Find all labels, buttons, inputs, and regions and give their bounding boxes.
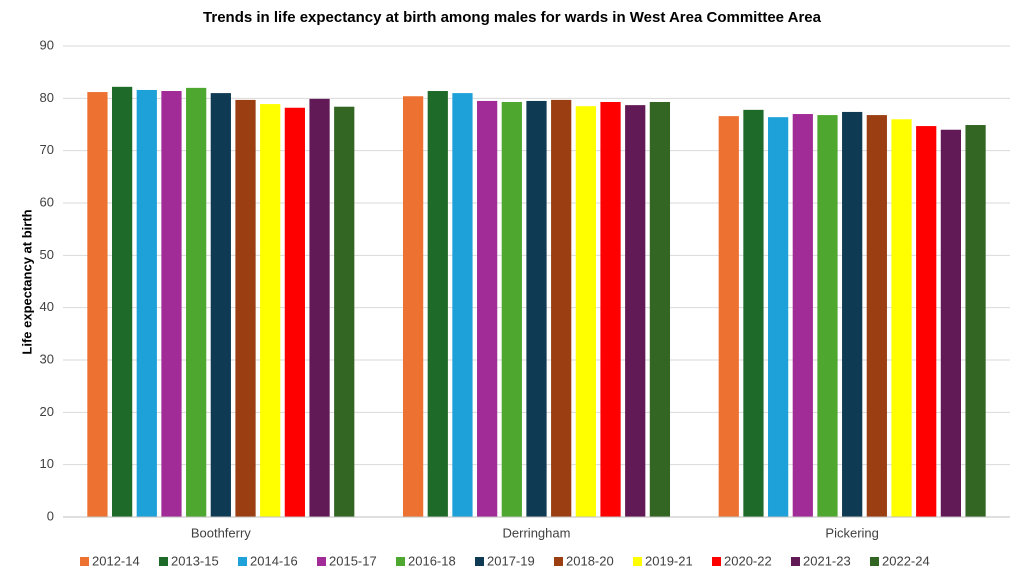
legend-swatch — [475, 557, 484, 566]
legend-label: 2018-20 — [566, 553, 614, 568]
y-tick-label: 70 — [40, 142, 54, 157]
x-tick-label: Boothferry — [191, 525, 251, 540]
bar — [743, 109, 764, 517]
bar — [260, 104, 281, 517]
legend-label: 2021-23 — [803, 553, 851, 568]
bar — [186, 87, 207, 517]
legend-swatch — [870, 557, 879, 566]
legend-swatch — [396, 557, 405, 566]
bar — [477, 100, 498, 517]
legend-swatch — [712, 557, 721, 566]
bar — [284, 107, 305, 518]
bar — [334, 106, 355, 517]
bar — [940, 129, 962, 517]
bar — [235, 99, 256, 518]
bar — [817, 115, 838, 517]
bar — [210, 93, 231, 517]
x-tick-label: Derringham — [503, 525, 571, 540]
legend-swatch — [791, 557, 800, 566]
bar — [402, 96, 424, 518]
legend-swatch — [633, 557, 642, 566]
legend-swatch — [238, 557, 247, 566]
legend-swatch — [80, 557, 89, 566]
bar — [625, 105, 646, 518]
bar — [575, 106, 596, 517]
bar — [891, 119, 912, 518]
legend-swatch — [554, 557, 563, 566]
legend-label: 2014-16 — [250, 553, 298, 568]
bar — [649, 101, 671, 517]
bar — [768, 117, 789, 517]
bar — [161, 91, 182, 518]
chart-title: Trends in life expectancy at birth among… — [203, 9, 822, 26]
bar — [501, 101, 522, 517]
legend-label: 2022-24 — [882, 553, 930, 568]
y-tick-label: 90 — [40, 37, 54, 52]
bar — [551, 99, 572, 518]
bar — [427, 91, 448, 518]
y-axis-label: Life expectancy at birth — [19, 209, 34, 354]
y-tick-label: 20 — [40, 404, 54, 419]
y-tick-label: 40 — [40, 299, 54, 314]
bar — [965, 125, 986, 518]
bar — [309, 98, 330, 518]
bar — [87, 92, 108, 517]
bar — [866, 115, 887, 517]
y-tick-label: 10 — [40, 456, 54, 471]
legend-label: 2016-18 — [408, 553, 456, 568]
x-tick-label: Pickering — [825, 525, 878, 540]
y-tick-label: 0 — [47, 508, 54, 523]
y-tick-label: 60 — [40, 194, 54, 209]
legend-swatch — [159, 557, 168, 566]
bar — [600, 101, 621, 517]
legend-swatch — [317, 557, 326, 566]
legend-label: 2013-15 — [171, 553, 219, 568]
legend-label: 2020-22 — [724, 553, 772, 568]
legend-label: 2012-14 — [92, 553, 140, 568]
y-tick-label: 50 — [40, 247, 54, 262]
bar — [718, 116, 739, 518]
legend-label: 2015-17 — [329, 553, 377, 568]
legend-label: 2019-21 — [645, 553, 693, 568]
bar — [916, 126, 937, 517]
y-tick-label: 80 — [40, 90, 54, 105]
bar — [452, 93, 473, 517]
legend-label: 2017-19 — [487, 553, 535, 568]
bar — [111, 86, 133, 517]
bar — [136, 89, 157, 518]
y-tick-label: 30 — [40, 351, 54, 366]
bar — [792, 114, 813, 518]
bar — [526, 100, 547, 517]
bar — [842, 111, 863, 517]
